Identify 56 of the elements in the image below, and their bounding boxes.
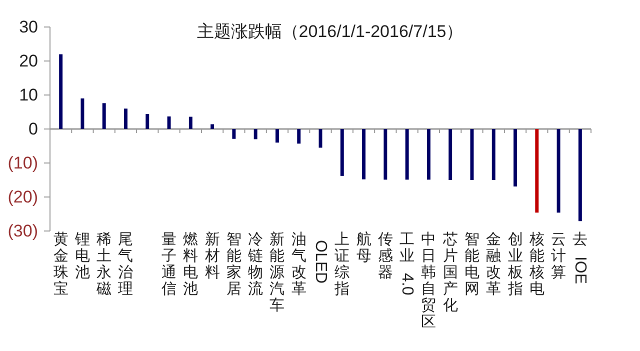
bar [124,108,128,129]
bar [535,129,539,213]
bar [426,129,430,180]
x-tick-label: 新材料 [204,230,220,281]
bar [167,116,171,129]
bar [232,129,236,139]
x-tick-label: 芯片国产化 [442,230,458,314]
x-tick-label: 尾气治理 [118,230,134,298]
x-tick-label: 创业板指 [506,230,523,298]
x-tick-label: 稀土永磁 [96,230,112,298]
bar [405,129,409,180]
x-tick-label: 金融改革 [486,230,502,298]
y-tick-label: 20 [19,52,38,70]
x-tick-label: 传感器 [378,230,393,281]
bar [254,129,258,140]
chart-title: 主题涨跌幅（2016/1/1-2016/7/15） [196,22,464,41]
x-tick-label: 核能核电 [528,230,544,298]
y-tick-label: (20) [8,188,38,206]
x-tick-label: 锂电池 [74,230,90,281]
x-tick-label: 量子通信 [162,230,177,298]
bar [470,129,474,180]
bar [340,129,344,176]
x-tick-label: 燃料电池 [183,230,198,298]
x-tick-label: 云计算 [551,230,566,281]
bar [384,129,388,180]
bar [80,98,84,129]
x-tick-label: 航母 [356,230,372,264]
bar [297,129,301,144]
y-tick-label: 30 [19,18,38,36]
bar [448,129,452,180]
bar [492,129,496,180]
bar [514,129,517,186]
bar [188,116,192,129]
x-tick-label: 中日韩自贸区 [421,230,436,330]
x-tick-label: 油气改革 [291,230,306,298]
x-tick-label: 去IOE [572,230,589,284]
bar [362,129,366,180]
x-tick-label: 智能电网 [464,230,480,298]
bar [59,54,63,129]
y-tick-label: 0 [28,120,38,138]
bar [146,114,150,129]
x-tick-label: 上证综指 [334,230,350,298]
bar [556,129,560,213]
x-tick-label: OLED [312,240,329,284]
y-tick-label: 10 [19,86,38,104]
bar [578,129,582,222]
x-tick-label: 新能源汽车 [270,230,285,314]
x-tick-label: 工业4.0 [398,230,416,296]
x-tick-label: 黄金珠宝 [53,230,68,298]
x-tick-label: 智能家居 [226,230,242,298]
bar [210,124,214,129]
y-tick-label: (10) [8,154,38,172]
x-tick-label: 冷链物流 [247,230,264,298]
bar [275,129,279,143]
bar [102,103,106,129]
y-tick-label: (30) [8,222,38,240]
